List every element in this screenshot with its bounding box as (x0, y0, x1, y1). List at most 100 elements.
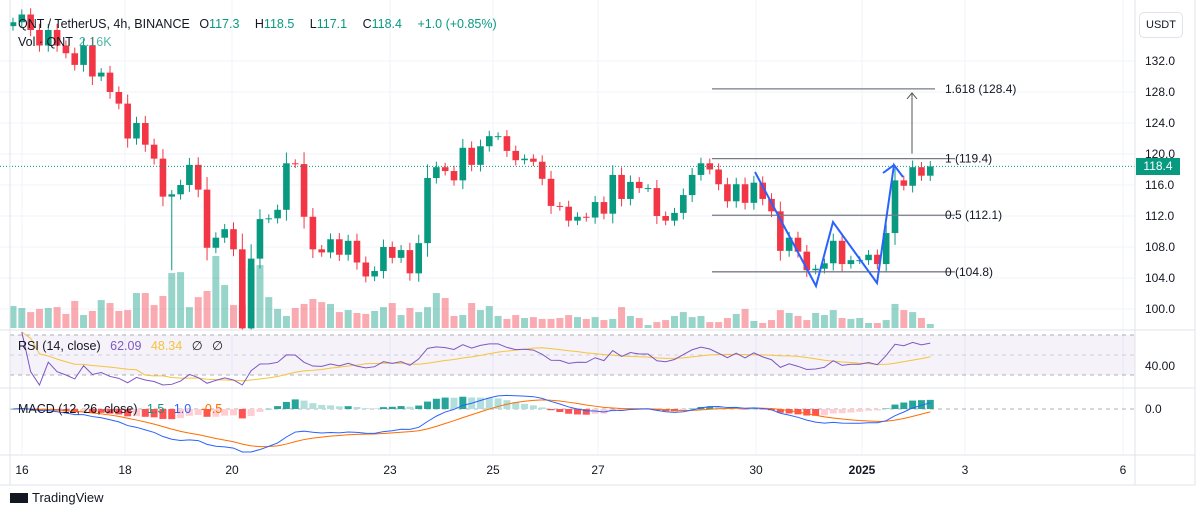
candle-body (724, 184, 731, 202)
candle-body (821, 263, 828, 269)
candle-body (62, 45, 70, 54)
macd-histogram-bar (150, 409, 158, 418)
price-tick-label: 112.0 (1145, 209, 1174, 223)
candle-body (750, 182, 758, 203)
candle-body (9, 22, 17, 27)
macd-histogram-bar (573, 409, 581, 415)
macd-histogram-bar (679, 409, 687, 411)
macd-histogram-bar (415, 405, 423, 409)
candle-body (433, 167, 440, 179)
macd-histogram-bar (900, 402, 908, 409)
volume-bar (644, 325, 652, 328)
volume-bar (106, 303, 114, 328)
candle-body (89, 45, 96, 77)
volume-bar (274, 308, 282, 328)
high-label: H (254, 17, 264, 31)
candle-body (212, 237, 220, 248)
symbol-title: QNT / TetherUS, 4h, BINANCE (18, 17, 190, 31)
macd-histogram-bar (715, 406, 723, 409)
double-bottom-pattern[interactable] (754, 162, 904, 289)
candle-body (565, 206, 572, 221)
volume-bar (265, 297, 273, 328)
volume-bar (62, 313, 70, 328)
volume-bar (538, 318, 546, 328)
candle-body (468, 147, 475, 165)
macd-histogram-bar (582, 409, 590, 415)
candle-body (283, 163, 290, 210)
candle-body (697, 163, 705, 175)
volume-bar (547, 318, 555, 328)
volume-bar (671, 315, 678, 328)
macd-histogram-bar (274, 406, 282, 409)
candle-body (662, 216, 669, 221)
low-value: 117.1 (316, 17, 348, 31)
volume-bar (35, 308, 43, 328)
volume-bar (415, 312, 423, 328)
candle-body (556, 205, 564, 207)
candle-body (688, 174, 696, 196)
macd-histogram-bar (168, 409, 176, 420)
candle-body (239, 249, 246, 329)
macd-histogram-bar (741, 409, 749, 410)
macd-histogram-bar (856, 409, 864, 412)
candle-body (309, 216, 317, 250)
candle-body (627, 181, 634, 199)
candle-body (838, 240, 846, 265)
volume-bar (203, 291, 211, 328)
candle-body (847, 260, 855, 265)
time-tick-label: 30 (749, 463, 763, 477)
macd-histogram-bar (441, 397, 449, 409)
time-tick-label: 2025 (849, 463, 876, 477)
macd-histogram-bar (512, 402, 520, 409)
candle-body (600, 202, 608, 214)
volume-bar (256, 265, 264, 328)
volume-bar (503, 318, 511, 328)
macd-value: 1.0 (173, 402, 192, 416)
volume-bar (318, 302, 326, 328)
candle-series (0, 8, 1135, 330)
candle-body (706, 163, 714, 170)
macd-histogram-bar (873, 409, 881, 411)
macd-histogram-bar (132, 409, 140, 417)
candle-body (653, 188, 661, 216)
volume-bar (291, 308, 299, 328)
candle-body (115, 92, 123, 104)
macd-histogram-bar (115, 409, 123, 415)
candle-body (732, 184, 740, 202)
macd-histogram-bar (124, 409, 132, 417)
candle-body (512, 150, 520, 161)
volume-bar (432, 293, 440, 328)
volume-bar (388, 303, 396, 328)
candle-body (609, 174, 617, 214)
candle-body (926, 166, 934, 176)
currency-button[interactable]: USDT (1139, 12, 1183, 38)
volume-bar (732, 313, 740, 328)
rsi-pane (10, 331, 1135, 387)
volume-bar (300, 303, 308, 328)
candle-body (406, 250, 414, 274)
volume-bar (820, 315, 828, 328)
candle-body (142, 123, 149, 145)
candle-body (230, 229, 237, 250)
macd-histogram-bar (388, 406, 396, 409)
macd-signal-value: -0.5 (200, 402, 223, 416)
candle-body (362, 262, 370, 277)
macd-histogram-bar (432, 398, 440, 409)
price-tick-label: 128.0 (1145, 85, 1175, 99)
fibonacci-extension[interactable]: 1.618 (128.4) 1 (119.4) 0.5 (112.1) 0 (104.… (712, 82, 1016, 279)
rsi-axis-label: 40.00 (1145, 359, 1175, 373)
rsi-label: RSI (14, close) (18, 339, 101, 353)
candle-body (680, 195, 687, 213)
tradingview-logo-icon (10, 492, 28, 503)
volume-bar (450, 315, 458, 328)
candle-body (150, 144, 158, 159)
macd-histogram-bar (80, 409, 88, 412)
volume-bar (900, 310, 908, 328)
candle-body (485, 136, 493, 147)
volume-bar (609, 318, 617, 328)
candle-body (168, 194, 176, 197)
volume-bar (344, 310, 352, 328)
macd-histogram-bar (909, 400, 917, 409)
time-tick-label: 27 (591, 463, 605, 477)
